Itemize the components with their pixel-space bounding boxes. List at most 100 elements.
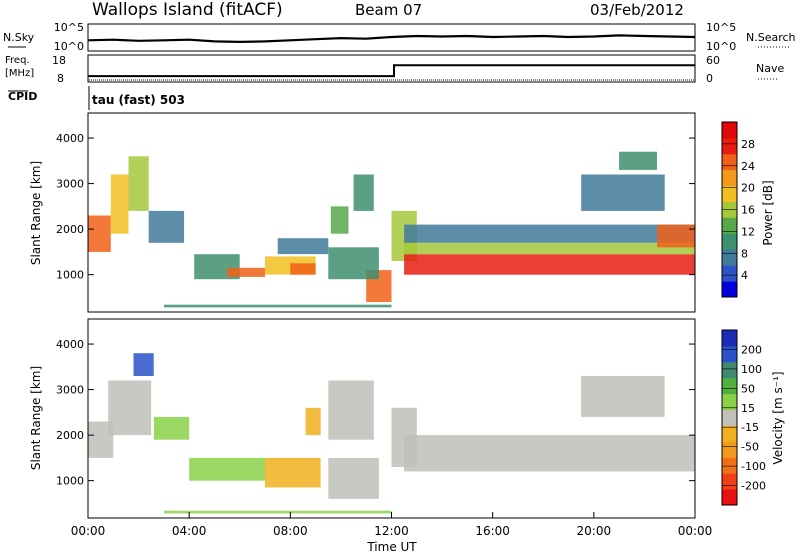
freq-label-line2: [MHz] <box>5 68 34 79</box>
power-colorbar-label-0: 4 <box>741 269 748 282</box>
frequency-line <box>88 64 695 78</box>
velocity-region-5 <box>265 457 321 488</box>
power-colorbar-label: Power [dB] <box>761 180 775 245</box>
power-region-19 <box>581 174 665 211</box>
nsearch-label: N.Search <box>746 31 796 44</box>
velocity-region-9 <box>163 510 392 514</box>
velocity-region-8 <box>328 457 379 499</box>
power-region-7 <box>290 263 316 275</box>
velocity-colorbar-label: Velocity [m s⁻¹] <box>771 371 785 464</box>
velocity-colorbar-swatch-3 <box>722 441 737 458</box>
velocity-ytick-label-2: 3000 <box>56 384 84 397</box>
nsky-noise-line <box>87 34 696 44</box>
power-colorbar-label-4: 20 <box>741 182 755 195</box>
frequency-panel <box>87 54 696 83</box>
power-region-9 <box>330 206 349 234</box>
velocity-region-6 <box>305 407 321 436</box>
power-region-15 <box>404 254 695 275</box>
freq-right-tick-top: 60 <box>706 54 720 67</box>
velocity-colorbar-label-0: -200 <box>741 480 766 493</box>
power-region-17 <box>404 224 695 243</box>
power-heatmap <box>88 151 695 308</box>
power-colorbar-label-2: 12 <box>741 225 755 238</box>
velocity-region-2 <box>133 353 154 376</box>
freq-right-tick-bottom: 0 <box>706 72 713 85</box>
power-ytick-label-3: 4000 <box>56 132 84 145</box>
velocity-colorbar-swatch-7 <box>722 377 737 395</box>
velocity-colorbar-swatch-9 <box>722 345 737 363</box>
time-xtick-label-2: 08:00 <box>273 524 308 538</box>
time-xtick-label-4: 16:00 <box>475 524 510 538</box>
velocity-region-11 <box>404 435 695 472</box>
velocity-region-3 <box>153 416 190 440</box>
power-colorbar-swatch-8 <box>722 153 737 171</box>
velocity-ytick-label-1: 2000 <box>56 429 84 442</box>
power-region-1 <box>110 174 129 234</box>
velocity-colorbar-swatch-1 <box>722 473 737 490</box>
velocity-colorbar-swatch-2 <box>722 457 737 474</box>
power-region-13 <box>163 304 392 308</box>
power-region-18 <box>657 224 695 248</box>
time-xlabel: Time UT <box>366 540 417 554</box>
velocity-region-12 <box>581 375 665 417</box>
cpid-label: CPID <box>8 90 37 103</box>
time-x-axis: 00:00 04:00 08:00 12:00 16:00 20:00 00:00 <box>71 512 712 538</box>
power-colorbar-swatch-2 <box>722 249 737 266</box>
noise-left-tick-bottom: 10^0 <box>54 40 84 53</box>
power-colorbar-swatch-7 <box>722 169 737 187</box>
velocity-colorbar-label-4: 15 <box>741 402 755 415</box>
velocity-region-4 <box>189 457 266 481</box>
freq-left-tick-bottom: 8 <box>57 72 64 85</box>
time-xtick-label-1: 04:00 <box>172 524 207 538</box>
velocity-colorbar-label-6: 100 <box>741 363 762 376</box>
noise-left-tick-top: 10^5 <box>54 21 84 34</box>
power-ytick-label-2: 3000 <box>56 178 84 191</box>
power-region-10 <box>353 174 374 211</box>
power-colorbar-swatch-3 <box>722 233 737 250</box>
power-panel-frame <box>87 112 696 313</box>
power-region-20 <box>619 151 657 170</box>
power-region-8 <box>277 238 329 255</box>
velocity-colorbar-label-1: -100 <box>741 460 766 473</box>
power-region-2 <box>128 156 149 211</box>
freq-left-tick-top: 18 <box>52 54 66 67</box>
date-label: 03/Feb/2012 <box>590 1 684 19</box>
power-colorbar-swatch-4 <box>722 217 737 234</box>
velocity-colorbar-label-3: -15 <box>741 421 759 434</box>
nave-label: Nave <box>756 62 784 75</box>
velocity-ytick-label-3: 4000 <box>56 338 84 351</box>
velocity-colorbar-frame <box>721 329 738 506</box>
velocity-colorbar-swatch-5 <box>722 409 737 426</box>
power-colorbar-swatch-9 <box>722 137 737 155</box>
velocity-y-axis: 1000 2000 3000 4000 <box>56 338 695 488</box>
velocity-region-7 <box>328 380 374 440</box>
velocity-ylabel: Slant Range [km] <box>29 366 43 470</box>
power-colorbar-swatch-10 <box>722 122 737 139</box>
power-region-0 <box>88 215 111 252</box>
power-ytick-label-1: 2000 <box>56 223 84 236</box>
beam-label: Beam 07 <box>355 1 422 19</box>
velocity-colorbar: -200 -100 -50 -15 15 50 100 200 <box>721 329 766 506</box>
power-region-3 <box>148 210 185 243</box>
power-region-12 <box>328 247 379 280</box>
power-colorbar-swatch-0 <box>722 281 737 298</box>
power-region-16 <box>404 242 695 255</box>
power-colorbar: 4 8 12 16 20 24 28 <box>721 121 755 298</box>
power-colorbar-swatch-6 <box>722 185 737 202</box>
velocity-colorbar-swatch-6 <box>722 393 737 410</box>
power-ylabel: Slant Range [km] <box>29 161 43 265</box>
noise-right-tick-bottom: 10^0 <box>706 40 736 53</box>
freq-label-line1: Freq. <box>5 55 30 66</box>
velocity-colorbar-swatch-8 <box>722 361 737 379</box>
velocity-region-1 <box>108 380 152 436</box>
velocity-colorbar-swatch-0 <box>722 489 737 506</box>
velocity-heatmap <box>88 353 695 514</box>
site-title: Wallops Island (fitACF) <box>92 0 283 20</box>
power-colorbar-swatch-1 <box>722 265 737 282</box>
nsky-label: N.Sky <box>3 31 35 44</box>
cpid-value: tau (fast) 503 <box>92 93 185 107</box>
power-colorbar-label-6: 28 <box>741 138 755 151</box>
velocity-ytick-label-0: 1000 <box>56 475 84 488</box>
time-xtick-label-3: 12:00 <box>374 524 409 538</box>
